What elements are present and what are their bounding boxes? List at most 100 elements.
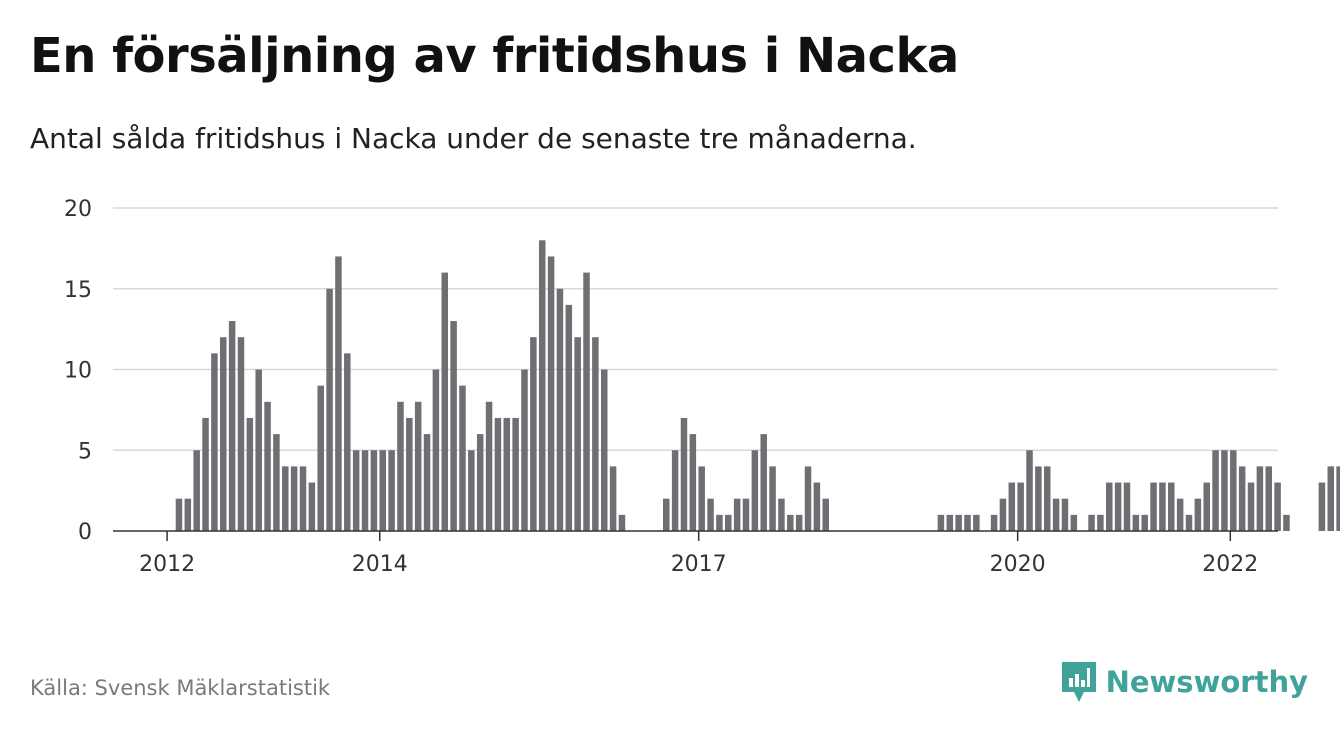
bar	[547, 256, 555, 531]
bar	[698, 466, 705, 531]
bar	[592, 337, 599, 531]
bar	[494, 417, 502, 531]
bar	[1150, 482, 1157, 531]
bar	[1070, 514, 1078, 531]
bar	[1194, 498, 1202, 531]
bar	[707, 498, 714, 531]
y-tick-label: 20	[64, 197, 92, 222]
bar	[379, 450, 386, 531]
bar	[228, 321, 236, 531]
bar	[663, 498, 670, 531]
bar	[246, 417, 254, 531]
bar	[1283, 514, 1290, 531]
bar	[184, 498, 192, 531]
brand: Newsworthy	[1060, 660, 1308, 704]
y-tick-label: 10	[64, 359, 92, 384]
bar	[1026, 450, 1033, 531]
bar	[538, 240, 546, 532]
bar	[937, 514, 945, 531]
bar	[1221, 450, 1228, 531]
bar	[725, 514, 732, 531]
bar	[609, 466, 617, 531]
bar	[1212, 450, 1219, 531]
bar	[1230, 450, 1237, 531]
bar	[264, 401, 271, 531]
x-tick-label: 2022	[1202, 552, 1258, 577]
bar	[521, 369, 528, 531]
bar	[1265, 466, 1272, 531]
bar	[990, 514, 998, 531]
bar	[751, 450, 759, 531]
bar	[344, 353, 351, 531]
bar	[255, 369, 262, 531]
bar	[804, 466, 812, 531]
bar	[787, 514, 794, 531]
y-tick-label: 5	[78, 439, 92, 464]
bar	[822, 498, 829, 531]
bar	[1035, 466, 1042, 531]
bar	[769, 466, 776, 531]
bar	[317, 385, 324, 531]
bar	[485, 401, 493, 531]
bar	[1061, 498, 1069, 531]
bar	[1256, 466, 1264, 531]
bar	[1052, 498, 1060, 531]
bar	[565, 304, 573, 531]
bar	[1168, 482, 1175, 531]
bar	[1327, 466, 1335, 531]
bar	[441, 272, 449, 531]
bar	[1106, 482, 1113, 531]
bar	[583, 272, 590, 531]
bar	[556, 288, 564, 531]
y-tick-label: 15	[64, 278, 92, 303]
bar	[1159, 482, 1166, 531]
bar	[999, 498, 1007, 531]
bar	[175, 498, 183, 531]
bar	[220, 337, 227, 531]
bar	[459, 385, 466, 531]
bar	[1017, 482, 1024, 531]
bar	[618, 514, 626, 531]
bar	[450, 321, 457, 531]
bar	[574, 337, 581, 531]
bar	[813, 482, 821, 531]
bar	[406, 417, 413, 531]
bar	[1123, 482, 1131, 531]
chart-subtitle: Antal sålda fritidshus i Nacka under de …	[30, 122, 917, 155]
bar	[689, 434, 697, 531]
bar	[671, 450, 679, 531]
bar	[414, 401, 422, 531]
source-note: Källa: Svensk Mäklarstatistik	[30, 676, 331, 700]
brand-name: Newsworthy	[1105, 665, 1308, 699]
bar	[1141, 514, 1148, 531]
newsworthy-logo-icon	[1061, 662, 1096, 702]
bar	[193, 450, 200, 531]
bar	[973, 514, 980, 531]
x-tick-label: 2014	[352, 552, 408, 577]
bar	[600, 369, 608, 531]
bar	[361, 450, 369, 531]
bar	[946, 514, 954, 531]
y-tick-label: 0	[78, 520, 92, 545]
chart-title: En försäljning av fritidshus i Nacka	[30, 28, 959, 84]
bar	[432, 369, 440, 531]
bar	[273, 434, 280, 531]
bar	[1097, 514, 1104, 531]
bar	[760, 434, 767, 531]
bar	[733, 498, 741, 531]
bar	[680, 417, 688, 531]
x-tick-label: 2017	[671, 552, 727, 577]
bar	[335, 256, 342, 531]
bar	[1318, 482, 1326, 531]
bar	[1238, 466, 1246, 531]
bar	[1114, 482, 1122, 531]
bar	[211, 353, 218, 531]
bar	[308, 482, 316, 531]
bar	[1088, 514, 1095, 531]
bar	[512, 417, 519, 531]
bar	[1336, 466, 1340, 531]
bar	[530, 337, 537, 531]
bar	[795, 514, 803, 531]
bar	[955, 514, 962, 531]
